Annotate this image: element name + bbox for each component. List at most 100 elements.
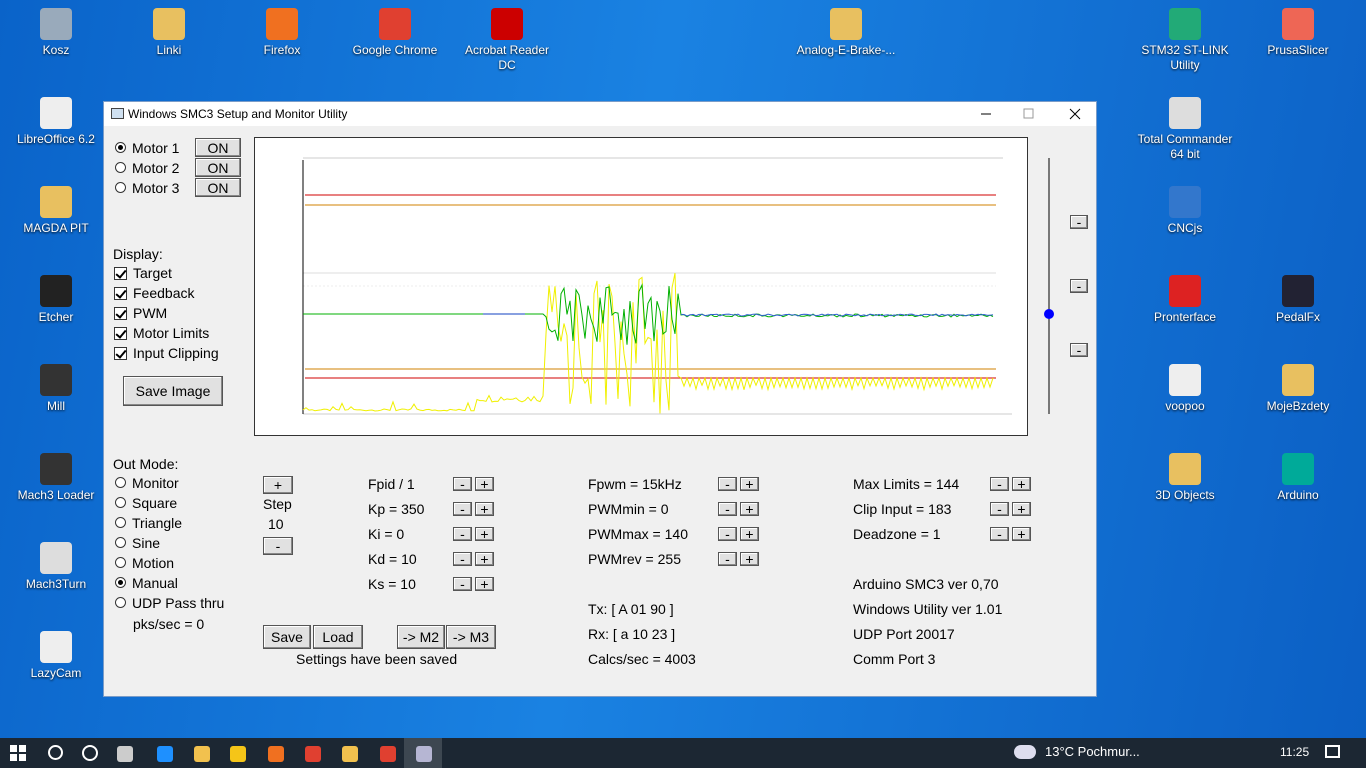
minus-button[interactable]: - xyxy=(718,501,737,517)
plus-button[interactable]: + xyxy=(475,501,494,517)
plus-button[interactable]: + xyxy=(475,526,494,542)
motor-radio[interactable] xyxy=(115,162,126,173)
maximize[interactable] xyxy=(1023,108,1034,119)
clock[interactable]: 11:25 xyxy=(1280,745,1310,759)
minus-button[interactable]: - xyxy=(718,476,737,492)
action-button[interactable]: -> M3 xyxy=(446,625,496,649)
start-button[interactable] xyxy=(10,745,26,761)
desktop-icon-label[interactable]: STM32 ST-LINK Utility xyxy=(1141,43,1229,72)
desktop-icon-image[interactable] xyxy=(830,8,862,40)
motor-radio[interactable] xyxy=(115,182,126,193)
plus-button[interactable]: + xyxy=(1012,476,1031,492)
desktop-icon-image[interactable] xyxy=(1169,364,1201,396)
out-mode-radio[interactable] xyxy=(115,597,126,608)
out-mode-radio[interactable] xyxy=(115,557,126,568)
display-checkbox[interactable] xyxy=(114,287,127,300)
out-mode-radio[interactable] xyxy=(115,497,126,508)
desktop-icon-image[interactable] xyxy=(266,8,298,40)
desktop-icon-label[interactable]: Mach3Turn xyxy=(25,577,87,591)
desktop-icon-image[interactable] xyxy=(40,631,72,663)
desktop-icon-image[interactable] xyxy=(40,186,72,218)
desktop-icon-image[interactable] xyxy=(1169,453,1201,485)
taskbar-icon[interactable] xyxy=(117,746,133,762)
minus-button[interactable]: - xyxy=(990,501,1009,517)
desktop-icon-label[interactable]: PrusaSlicer xyxy=(1267,43,1329,57)
desktop-icon-label[interactable]: LazyCam xyxy=(30,666,82,680)
plus-button[interactable]: + xyxy=(475,476,494,492)
plus-button[interactable]: + xyxy=(740,501,759,517)
display-checkbox[interactable] xyxy=(114,347,127,360)
desktop-icon-label[interactable]: Kosz xyxy=(42,43,70,57)
display-checkbox[interactable] xyxy=(114,267,127,280)
out-mode-radio[interactable] xyxy=(115,537,126,548)
desktop-icon-label[interactable]: Google Chrome xyxy=(352,43,438,57)
desktop-icon-image[interactable] xyxy=(40,275,72,307)
motor-on-button[interactable]: ON xyxy=(195,158,241,177)
desktop-icon-label[interactable]: MojeBzdety xyxy=(1266,399,1330,413)
desktop-icon-image[interactable] xyxy=(379,8,411,40)
plus-button[interactable]: + xyxy=(475,576,494,592)
taskbar-icon[interactable] xyxy=(157,746,173,762)
desktop-icon-image[interactable] xyxy=(1282,453,1314,485)
desktop-icon-label[interactable]: MAGDA PIT xyxy=(23,221,89,235)
motor-radio[interactable] xyxy=(115,142,126,153)
action-button[interactable]: Save xyxy=(263,625,311,649)
save-image-button[interactable]: Save Image xyxy=(123,376,223,406)
close[interactable] xyxy=(1069,108,1081,120)
desktop-icon-image[interactable] xyxy=(40,8,72,40)
step-minus[interactable]: - xyxy=(263,537,293,555)
plus-button[interactable]: + xyxy=(740,476,759,492)
cortana-button[interactable] xyxy=(82,745,98,761)
out-mode-radio[interactable] xyxy=(115,577,126,588)
action-button[interactable]: -> M2 xyxy=(397,625,445,649)
out-mode-radio[interactable] xyxy=(115,517,126,528)
taskbar-icon[interactable] xyxy=(305,746,321,762)
plus-button[interactable]: + xyxy=(1012,526,1031,542)
out-mode-radio[interactable] xyxy=(115,477,126,488)
slider-minus[interactable]: - xyxy=(1070,214,1088,230)
desktop-icon-image[interactable] xyxy=(40,97,72,129)
minus-button[interactable]: - xyxy=(453,576,472,592)
search-button[interactable] xyxy=(48,745,63,760)
taskbar-icon[interactable] xyxy=(268,746,284,762)
desktop-icon-image[interactable] xyxy=(1169,275,1201,307)
step-plus[interactable]: + xyxy=(263,476,293,494)
slider-minus[interactable]: - xyxy=(1070,342,1088,358)
desktop-icon-label[interactable]: Acrobat Reader DC xyxy=(464,43,550,72)
desktop-icon-label[interactable]: Mill xyxy=(47,399,65,413)
taskbar-icon[interactable] xyxy=(416,746,432,762)
slider-thumb[interactable] xyxy=(1044,309,1054,319)
desktop-icon-image[interactable] xyxy=(40,364,72,396)
minus-button[interactable]: - xyxy=(718,551,737,567)
minus-button[interactable]: - xyxy=(990,526,1009,542)
taskbar-icon[interactable] xyxy=(230,746,246,762)
desktop-icon-label[interactable]: Analog-E-Brake-... xyxy=(796,43,896,57)
desktop-icon-image[interactable] xyxy=(1169,8,1201,40)
display-checkbox[interactable] xyxy=(114,327,127,340)
minus-button[interactable]: - xyxy=(453,526,472,542)
desktop-icon-image[interactable] xyxy=(491,8,523,40)
desktop-icon-image[interactable] xyxy=(1169,186,1201,218)
desktop-icon-image[interactable] xyxy=(1282,275,1314,307)
desktop-icon-image[interactable] xyxy=(1282,364,1314,396)
desktop-icon-label[interactable]: Total Commander 64 bit xyxy=(1137,132,1233,161)
window-controls[interactable] xyxy=(964,102,1096,126)
plus-button[interactable]: + xyxy=(740,526,759,542)
plus-button[interactable]: + xyxy=(475,551,494,567)
desktop-icon-label[interactable]: LibreOffice 6.2 xyxy=(17,132,95,146)
weather[interactable]: 13°C Pochmur... xyxy=(1045,744,1140,759)
desktop-icon-label[interactable]: Pronterface xyxy=(1153,310,1217,324)
motor-on-button[interactable]: ON xyxy=(195,138,241,157)
taskbar-icon[interactable] xyxy=(342,746,358,762)
desktop-icon-image[interactable] xyxy=(40,542,72,574)
slider-minus[interactable]: - xyxy=(1070,278,1088,294)
slider[interactable] xyxy=(1030,150,1100,425)
desktop-icon-label[interactable]: Arduino xyxy=(1277,488,1319,502)
desktop-icon-image[interactable] xyxy=(153,8,185,40)
display-checkbox[interactable] xyxy=(114,307,127,320)
action-button[interactable]: Load xyxy=(313,625,363,649)
motor-on-button[interactable]: ON xyxy=(195,178,241,197)
desktop-icon-image[interactable] xyxy=(1169,97,1201,129)
taskbar-icon[interactable] xyxy=(194,746,210,762)
desktop-icon-label[interactable]: voopoo xyxy=(1165,399,1205,413)
